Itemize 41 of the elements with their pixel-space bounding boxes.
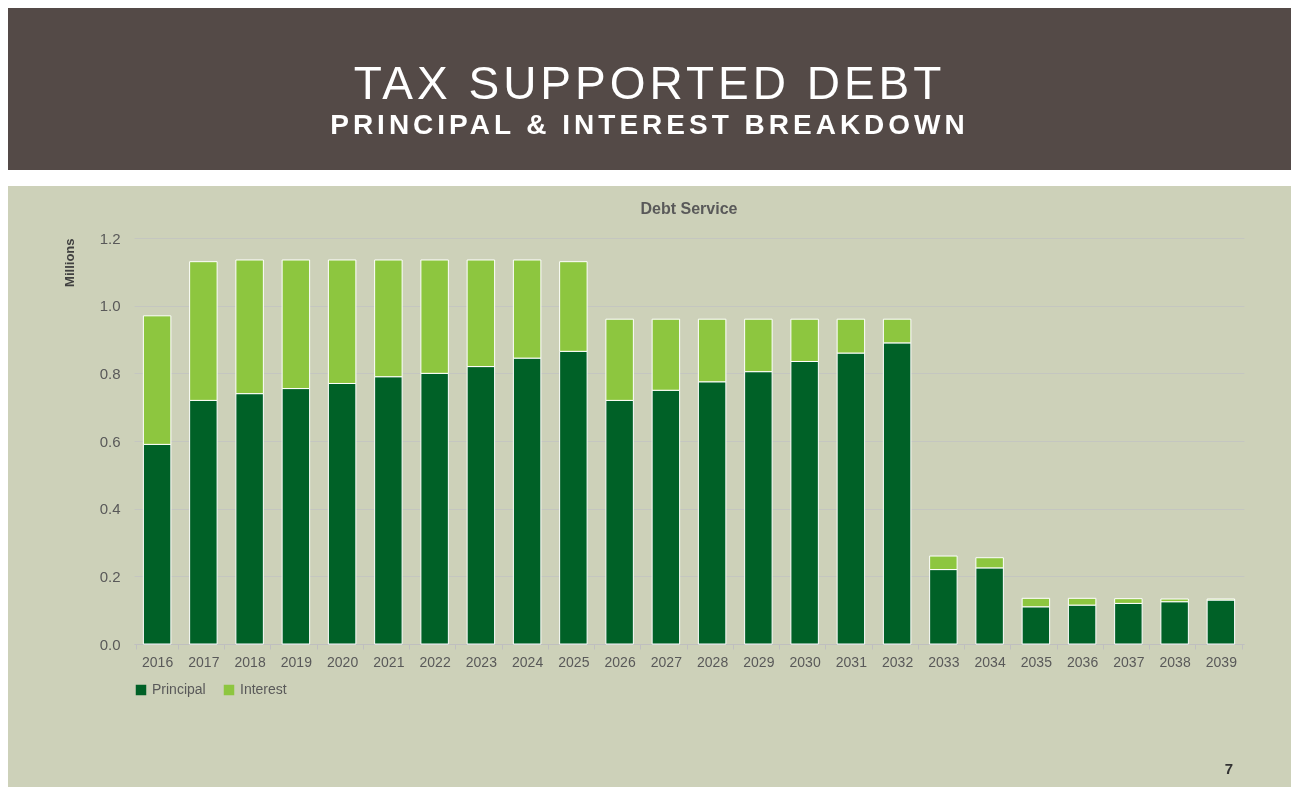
x-tick-label: 2026 bbox=[604, 653, 636, 670]
y-tick-label: 0.6 bbox=[99, 432, 121, 450]
x-tick-label: 2023 bbox=[465, 653, 498, 670]
bar bbox=[1114, 602, 1143, 645]
x-tick-label: 2018 bbox=[234, 653, 266, 670]
x-tick-label: 2017 bbox=[188, 653, 220, 670]
x-tick-label: 2031 bbox=[835, 653, 868, 670]
x-tick-label: 2030 bbox=[789, 653, 821, 670]
x-tick-label: 2036 bbox=[1067, 653, 1099, 670]
text: TAX SUPPORTED DEBT bbox=[352, 57, 947, 109]
y-tick-label: 0.2 bbox=[99, 567, 121, 585]
x-tick-label: 2037 bbox=[1113, 653, 1145, 670]
y-tick-label: 0.4 bbox=[99, 500, 121, 518]
x-tick-label: 2028 bbox=[697, 653, 729, 670]
chart-title: Debt Service bbox=[640, 200, 738, 217]
bar bbox=[1160, 601, 1189, 645]
x-tick-label: 2038 bbox=[1159, 653, 1191, 670]
y-tick-label: 0.8 bbox=[99, 364, 121, 382]
x-tick-label: 2025 bbox=[558, 653, 590, 670]
x-tick-label: 2021 bbox=[373, 653, 405, 670]
x-tick-label: 2034 bbox=[974, 653, 1006, 670]
x-tick-label: 2039 bbox=[1205, 653, 1238, 670]
legend-label: Principal bbox=[152, 681, 206, 697]
y-axis-title: Millions bbox=[61, 238, 77, 287]
x-tick-label: 2016 bbox=[142, 653, 174, 670]
x-tick-label: 2033 bbox=[928, 653, 960, 670]
x-tick-label: 2035 bbox=[1020, 653, 1053, 670]
legend-label: Interest bbox=[240, 681, 287, 697]
x-tick-label: 2032 bbox=[882, 653, 914, 670]
y-tick-label: 0.0 bbox=[99, 635, 121, 653]
text: 7 bbox=[1224, 760, 1233, 777]
x-tick-label: 2022 bbox=[419, 653, 451, 670]
x-tick-label: 2019 bbox=[280, 653, 313, 670]
text: PRINCIPAL & INTEREST BREAKDOWN bbox=[329, 108, 970, 142]
x-tick-label: 2020 bbox=[327, 653, 359, 670]
y-tick-label: 1.0 bbox=[99, 297, 121, 315]
x-tick-label: 2027 bbox=[650, 653, 683, 670]
y-tick-label: 1.2 bbox=[99, 229, 121, 247]
bar bbox=[1206, 599, 1236, 645]
x-tick-label: 2029 bbox=[743, 653, 775, 670]
x-tick-label: 2024 bbox=[512, 653, 544, 670]
